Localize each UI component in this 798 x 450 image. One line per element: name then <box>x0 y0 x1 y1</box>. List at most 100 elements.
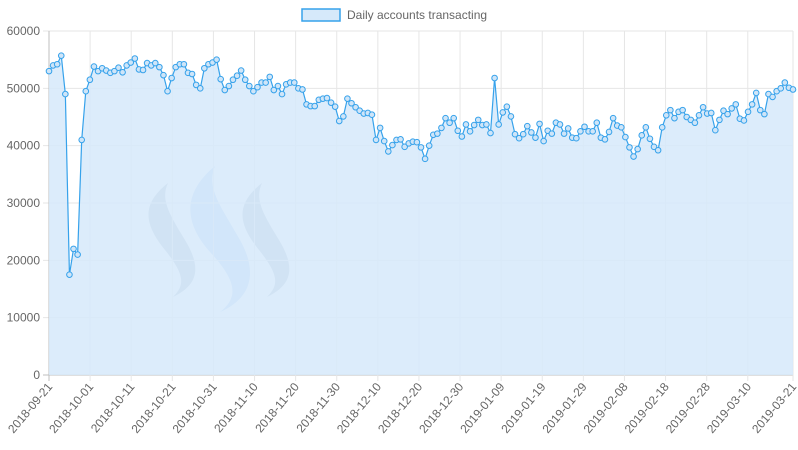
data-point[interactable] <box>266 73 274 81</box>
data-point[interactable] <box>233 72 241 80</box>
data-point[interactable] <box>237 67 245 74</box>
data-point[interactable] <box>344 95 351 102</box>
data-point[interactable] <box>605 128 613 136</box>
data-point[interactable] <box>225 82 233 90</box>
data-point[interactable] <box>401 143 408 151</box>
data-point[interactable] <box>90 63 98 70</box>
data-point[interactable] <box>556 121 564 128</box>
data-point[interactable] <box>384 148 392 155</box>
data-point[interactable] <box>691 119 699 127</box>
data-point[interactable] <box>192 81 200 89</box>
data-point[interactable] <box>789 86 797 93</box>
data-point[interactable] <box>646 135 654 143</box>
data-point[interactable] <box>127 59 135 66</box>
data-point[interactable] <box>573 134 580 142</box>
data-point[interactable] <box>348 99 355 107</box>
data-point[interactable] <box>446 119 453 127</box>
data-point[interactable] <box>695 111 703 119</box>
data-point[interactable] <box>53 60 61 68</box>
data-point[interactable] <box>777 85 785 92</box>
data-point[interactable] <box>454 127 462 135</box>
data-point[interactable] <box>642 124 650 131</box>
data-point[interactable] <box>740 117 748 124</box>
data-point[interactable] <box>299 86 306 93</box>
data-point[interactable] <box>246 82 253 90</box>
data-point[interactable] <box>466 128 474 135</box>
data-point[interactable] <box>589 128 596 135</box>
data-point[interactable] <box>528 129 535 136</box>
data-point[interactable] <box>376 124 384 132</box>
data-point[interactable] <box>340 113 347 120</box>
data-point[interactable] <box>70 245 77 253</box>
data-point[interactable] <box>548 130 556 137</box>
data-point[interactable] <box>45 67 53 75</box>
data-point[interactable] <box>609 114 617 122</box>
data-point[interactable] <box>626 144 633 151</box>
data-point[interactable] <box>438 124 445 132</box>
data-point[interactable] <box>712 126 719 134</box>
data-point[interactable] <box>78 136 86 144</box>
data-point[interactable] <box>560 130 568 137</box>
data-point[interactable] <box>618 124 625 131</box>
data-point[interactable] <box>397 136 404 143</box>
data-point[interactable] <box>156 63 163 71</box>
data-point[interactable] <box>241 76 249 84</box>
data-point[interactable] <box>201 64 208 72</box>
data-point[interactable] <box>638 132 646 139</box>
data-point[interactable] <box>434 130 441 137</box>
data-point[interactable] <box>217 75 224 83</box>
data-point[interactable] <box>707 109 715 117</box>
data-point[interactable] <box>323 94 331 102</box>
data-point[interactable] <box>462 121 470 128</box>
data-point[interactable] <box>213 56 220 63</box>
data-point[interactable] <box>262 79 269 86</box>
data-point[interactable] <box>756 106 764 114</box>
data-point[interactable] <box>290 79 298 86</box>
data-point[interactable] <box>86 76 94 84</box>
data-point[interactable] <box>630 153 637 160</box>
data-point[interactable] <box>699 103 707 111</box>
data-point[interactable] <box>532 134 539 141</box>
data-point[interactable] <box>679 106 686 114</box>
data-point[interactable] <box>564 125 572 132</box>
data-point[interactable] <box>458 133 466 140</box>
data-point[interactable] <box>368 111 376 119</box>
data-point[interactable] <box>270 86 278 94</box>
data-point[interactable] <box>499 109 507 116</box>
data-point[interactable] <box>380 137 388 145</box>
data-point[interactable] <box>196 85 204 92</box>
data-point[interactable] <box>274 82 282 90</box>
legend[interactable]: Daily accounts transacting <box>301 8 487 22</box>
data-point[interactable] <box>658 124 666 131</box>
data-point[interactable] <box>151 59 159 67</box>
data-point[interactable] <box>57 52 65 59</box>
data-point[interactable] <box>515 134 523 142</box>
data-point[interactable] <box>577 128 584 135</box>
data-point[interactable] <box>511 130 519 138</box>
data-point[interactable] <box>131 55 139 62</box>
data-point[interactable] <box>421 155 429 163</box>
data-point[interactable] <box>523 122 531 130</box>
data-point[interactable] <box>74 251 81 258</box>
data-point[interactable] <box>450 114 458 122</box>
data-point[interactable] <box>622 133 629 141</box>
data-point[interactable] <box>115 64 122 71</box>
data-point[interactable] <box>581 123 588 131</box>
data-point[interactable] <box>254 83 261 91</box>
data-point[interactable] <box>634 145 641 153</box>
data-point[interactable] <box>160 71 167 79</box>
data-point[interactable] <box>744 108 752 116</box>
data-point[interactable] <box>507 113 515 120</box>
data-point[interactable] <box>470 121 478 129</box>
data-point[interactable] <box>425 142 433 149</box>
data-point[interactable] <box>601 136 609 143</box>
data-point[interactable] <box>278 90 286 98</box>
data-point[interactable] <box>389 141 396 149</box>
data-point[interactable] <box>503 103 511 110</box>
data-point[interactable] <box>311 102 319 110</box>
data-point[interactable] <box>180 60 188 68</box>
data-point[interactable] <box>540 137 547 145</box>
data-point[interactable] <box>417 144 425 151</box>
data-point[interactable] <box>728 105 735 112</box>
data-point[interactable] <box>331 103 339 110</box>
